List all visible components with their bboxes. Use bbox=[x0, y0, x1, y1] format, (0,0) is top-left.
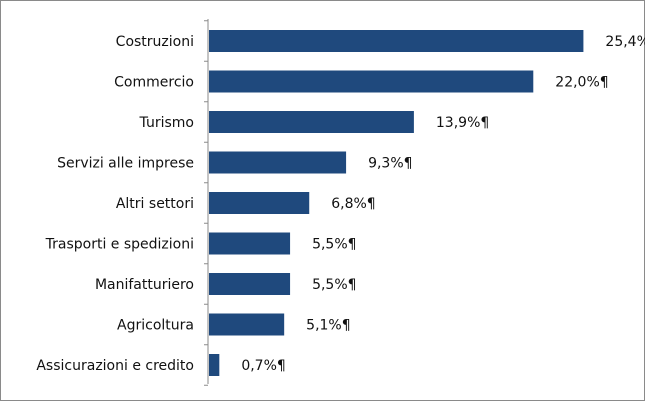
bar bbox=[209, 192, 310, 214]
category-label: Altri settori bbox=[116, 196, 194, 212]
bar bbox=[209, 151, 347, 174]
bar bbox=[209, 232, 291, 255]
bar bbox=[209, 70, 534, 93]
bar bbox=[209, 273, 291, 295]
data-label: 6,8%¶ bbox=[331, 196, 375, 212]
data-label: 22,0%¶ bbox=[555, 75, 608, 91]
data-label: 25,4%¶ bbox=[605, 34, 645, 50]
bar bbox=[209, 313, 285, 336]
bar bbox=[209, 111, 414, 133]
data-label: 5,1%¶ bbox=[306, 318, 350, 334]
category-label: Commercio bbox=[114, 75, 194, 91]
data-label: 0,7%¶ bbox=[241, 358, 285, 374]
category-label: Trasporti e spedizioni bbox=[45, 237, 194, 253]
data-label: 13,9%¶ bbox=[436, 115, 489, 131]
category-label: Assicurazioni e credito bbox=[36, 358, 194, 374]
bar bbox=[209, 30, 584, 52]
data-label: 9,3%¶ bbox=[368, 156, 412, 172]
category-label: Agricoltura bbox=[117, 318, 194, 334]
data-label: 5,5%¶ bbox=[312, 277, 356, 293]
data-label: 5,5%¶ bbox=[312, 237, 356, 253]
bar bbox=[209, 354, 220, 376]
category-label: Servizi alle imprese bbox=[57, 156, 194, 172]
category-label: Turismo bbox=[139, 115, 194, 131]
category-label: Costruzioni bbox=[116, 34, 194, 50]
category-label: Manifatturiero bbox=[95, 277, 194, 293]
